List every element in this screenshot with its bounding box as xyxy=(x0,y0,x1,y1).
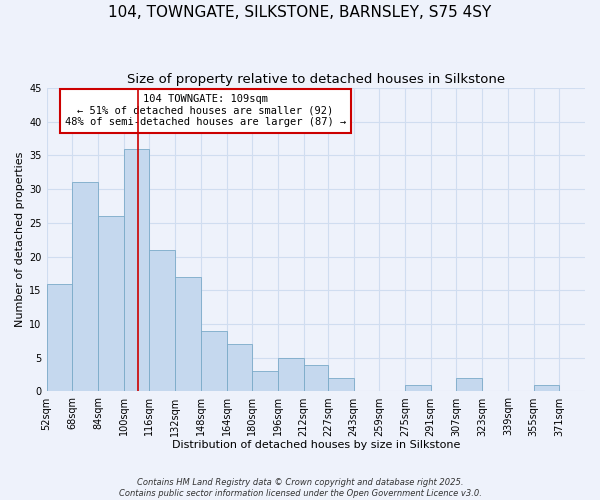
Bar xyxy=(304,364,328,392)
Bar xyxy=(278,358,304,392)
Bar xyxy=(124,148,149,392)
X-axis label: Distribution of detached houses by size in Silkstone: Distribution of detached houses by size … xyxy=(172,440,460,450)
Text: Contains HM Land Registry data © Crown copyright and database right 2025.
Contai: Contains HM Land Registry data © Crown c… xyxy=(119,478,481,498)
Bar xyxy=(175,277,201,392)
Bar xyxy=(405,384,431,392)
Bar xyxy=(252,371,278,392)
Bar xyxy=(533,384,559,392)
Bar xyxy=(149,250,175,392)
Bar xyxy=(47,284,72,392)
Text: 104 TOWNGATE: 109sqm
← 51% of detached houses are smaller (92)
48% of semi-detac: 104 TOWNGATE: 109sqm ← 51% of detached h… xyxy=(65,94,346,128)
Bar xyxy=(72,182,98,392)
Y-axis label: Number of detached properties: Number of detached properties xyxy=(15,152,25,328)
Bar xyxy=(98,216,124,392)
Bar xyxy=(328,378,353,392)
Bar xyxy=(457,378,482,392)
Bar xyxy=(201,331,227,392)
Text: 104, TOWNGATE, SILKSTONE, BARNSLEY, S75 4SY: 104, TOWNGATE, SILKSTONE, BARNSLEY, S75 … xyxy=(109,5,491,20)
Bar xyxy=(227,344,252,392)
Title: Size of property relative to detached houses in Silkstone: Size of property relative to detached ho… xyxy=(127,72,505,86)
